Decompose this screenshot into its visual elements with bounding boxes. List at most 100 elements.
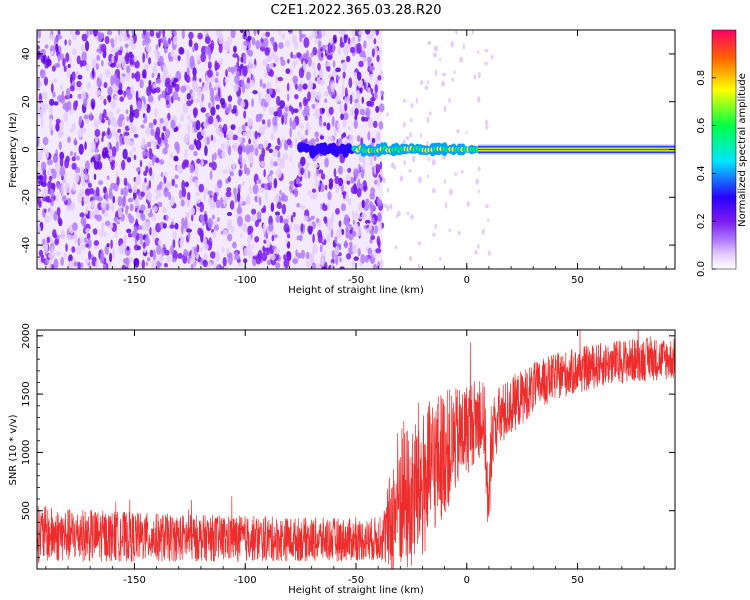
noise-blob [249,79,255,88]
noise-blob [59,95,66,104]
noise-blob [176,143,180,155]
noise-blob [377,75,382,81]
noise-blob [80,216,87,226]
noise-blob [294,83,298,90]
noise-blob [362,185,368,191]
colorbar: 0.0 0.2 0.4 0.6 0.8 Normalized spectral ampl… [696,29,748,277]
noise-blob [274,211,281,216]
noise-blob [111,201,115,213]
noise-blob [119,135,123,147]
noise-blob [110,38,115,45]
noise-blob [128,188,133,193]
noise-blob [371,48,375,58]
noise-blob [141,259,146,269]
noise-blob [283,223,290,233]
noise-blob [353,72,358,80]
noise-blob [296,52,302,59]
noise-blob [164,171,168,178]
noise-blob [365,198,370,204]
noise-blob [148,84,154,91]
noise-blob [80,44,85,53]
noise-blob [312,30,318,38]
noise-blob [369,73,373,81]
noise-blob [156,184,162,191]
noise-blob [332,43,335,54]
noise-blob [481,228,485,235]
noise-blob [197,227,203,236]
noise-blob [101,131,105,139]
noise-blob [64,158,70,169]
noise-blob [380,94,384,101]
noise-blob [373,165,377,175]
noise-blob [485,204,489,209]
noise-blob [112,128,116,138]
noise-blob [380,259,384,269]
noise-blob [266,247,270,256]
noise-blob [271,234,275,242]
noise-blob [268,62,274,69]
noise-blob [184,216,188,227]
noise-blob [271,51,276,60]
noise-blob [287,58,290,64]
noise-blob [352,244,358,254]
noise-blob [149,226,152,236]
noise-blob [397,210,401,217]
noise-blob [91,57,97,69]
noise-blob [49,206,53,216]
noise-blob [410,103,414,108]
noise-blob [108,252,113,263]
noise-blob [339,102,342,113]
noise-blob [155,52,160,60]
noise-blob [85,205,89,215]
noise-blob [279,189,282,195]
noise-blob [49,117,53,125]
noise-blob [321,257,325,262]
noise-blob [184,148,188,159]
noise-blob [295,249,298,257]
noise-blob [450,40,454,48]
noise-blob [342,71,346,79]
noise-blob [302,60,306,71]
snr-x-tick-label: 0 [464,575,470,586]
noise-blob [52,153,57,163]
noise-blob [123,134,130,145]
noise-blob [357,35,361,43]
noise-blob [67,260,73,269]
noise-blob [52,91,56,98]
noise-blob [282,112,288,119]
noise-blob [300,156,306,167]
noise-blob [192,46,195,53]
noise-blob [124,257,130,268]
noise-blob [92,67,95,78]
noise-blob [200,107,207,113]
noise-blob [85,160,90,171]
noise-blob [57,34,62,40]
noise-blob [40,161,47,171]
noise-blob [186,92,191,100]
noise-blob [142,52,146,63]
noise-blob [288,105,293,112]
noise-blob [179,239,184,248]
noise-blob [341,91,345,98]
noise-blob [60,229,65,240]
noise-blob [135,70,141,82]
noise-blob [462,43,465,50]
noise-blob [168,191,172,201]
noise-blob [409,132,413,138]
noise-blob [195,120,201,131]
noise-blob [356,187,362,198]
noise-blob [365,107,371,118]
noise-blob [297,83,303,92]
noise-blob [247,49,253,57]
noise-blob [186,228,192,233]
noise-blob [473,74,477,80]
noise-blob [227,176,231,183]
noise-blob [244,82,251,91]
noise-blob [204,46,211,56]
noise-blob [410,214,414,220]
noise-blob [269,36,275,43]
noise-blob [71,162,77,170]
noise-blob [291,34,297,45]
noise-blob [311,188,317,193]
spectrogram-y-tick-label: -20 [21,189,32,205]
